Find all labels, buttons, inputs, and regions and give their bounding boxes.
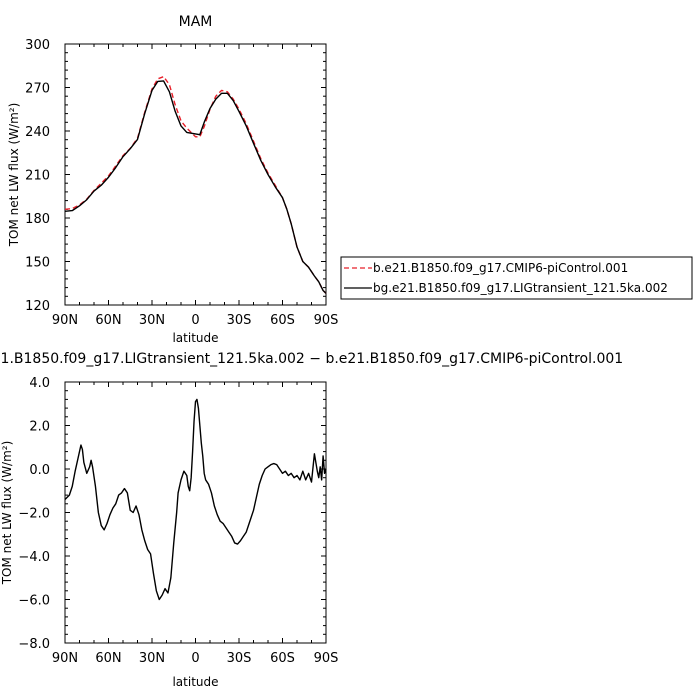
top-xtick-label: 60S xyxy=(270,313,295,328)
top-ytick-label: 180 xyxy=(25,212,50,227)
top-chart-lines xyxy=(64,75,327,294)
bottom-xtick-label: 30N xyxy=(139,651,165,666)
top-xtick-label: 60N xyxy=(95,313,121,328)
top-series-line-1 xyxy=(64,80,327,294)
top-ytick-label: 240 xyxy=(25,125,50,140)
bottom-chart-title: bg.e21.B1850.f09_g17.LIGtransient_121.5k… xyxy=(0,351,623,367)
top-ytick-label: 210 xyxy=(25,169,50,184)
legend-label-picontrol: b.e21.B1850.f09_g17.CMIP6-piControl.001 xyxy=(373,261,628,275)
top-chart-ticks: 90N 60N 30N 0 30S 60S 90S 120 150 180 210 240 270 300 xyxy=(25,38,338,328)
bottom-chart-xlabel: latitude xyxy=(172,675,218,689)
bottom-ytick-label: −8.0 xyxy=(18,637,50,652)
bottom-ytick-label: −4.0 xyxy=(18,550,50,565)
bottom-series-line-0 xyxy=(64,398,327,601)
bottom-ytick-label: 0.0 xyxy=(29,463,50,478)
top-xtick-label: 90S xyxy=(314,313,339,328)
bottom-ytick-label: −6.0 xyxy=(18,594,50,609)
bottom-xtick-label: 60S xyxy=(270,651,295,666)
bottom-ytick-label: −2.0 xyxy=(18,507,50,522)
top-xtick-label: 90N xyxy=(52,313,78,328)
bottom-xtick-label: 90N xyxy=(52,651,78,666)
bottom-chart-frame xyxy=(64,381,327,644)
top-chart-legend: b.e21.B1850.f09_g17.CMIP6-piControl.001 … xyxy=(340,256,693,300)
top-ytick-label: 300 xyxy=(25,38,50,53)
top-chart-frame xyxy=(64,43,327,306)
top-chart: MAM 90N 60N 30N 0 30S 60S 90S 120 150 180 210 240 27… xyxy=(7,14,693,345)
top-ytick-label: 120 xyxy=(25,299,50,314)
legend-box xyxy=(340,256,693,300)
bottom-ytick-label: 4.0 xyxy=(29,376,50,391)
bottom-ytick-label: 2.0 xyxy=(29,420,50,435)
legend-label-ligtransient: bg.e21.B1850.f09_g17.LIGtransient_121.5k… xyxy=(373,281,668,295)
top-xtick-label: 30N xyxy=(139,313,165,328)
bottom-chart-ylabel: TOM net LW flux (W/m²) xyxy=(0,441,14,586)
top-xtick-label: 30S xyxy=(227,313,252,328)
bottom-xtick-label: 30S xyxy=(227,651,252,666)
bottom-xtick-label: 0 xyxy=(191,651,199,666)
top-ytick-label: 270 xyxy=(25,82,50,97)
bottom-chart: bg.e21.B1850.f09_g17.LIGtransient_121.5k… xyxy=(0,351,623,689)
top-ytick-label: 150 xyxy=(25,256,50,271)
top-xtick-label: 0 xyxy=(191,313,199,328)
top-series-line-0 xyxy=(64,75,327,294)
top-chart-ylabel: TOM net LW flux (W/m²) xyxy=(7,103,21,248)
top-chart-xlabel: latitude xyxy=(172,331,218,345)
bottom-xtick-label: 60N xyxy=(95,651,121,666)
bottom-xtick-label: 90S xyxy=(314,651,339,666)
bottom-chart-lines xyxy=(64,398,327,601)
top-chart-title: MAM xyxy=(179,14,213,30)
bottom-chart-ticks: 90N 60N 30N 0 30S 60S 90S −8.0 −6.0 −4.0 −2.0 0.0 2.… xyxy=(18,376,338,666)
